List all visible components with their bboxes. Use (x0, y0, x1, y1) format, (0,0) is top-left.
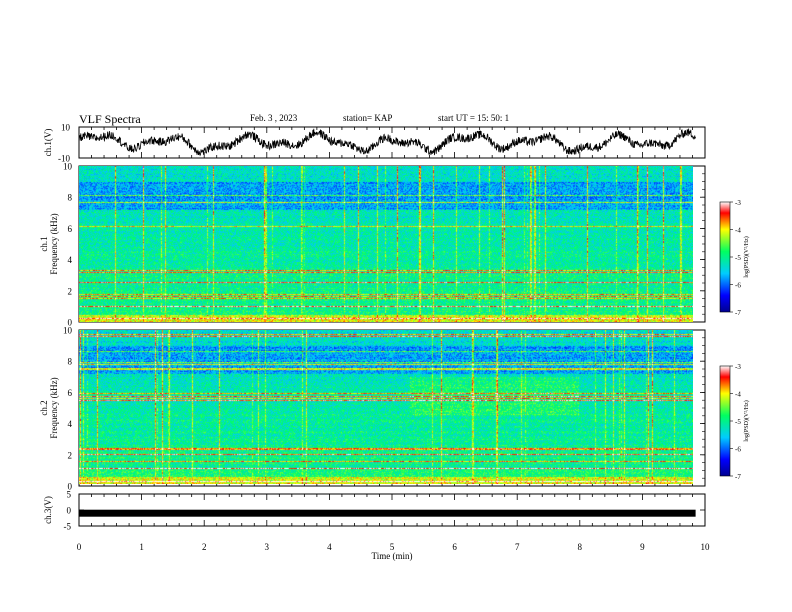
ch3-waveform-trace (79, 509, 696, 517)
x-tick-label: 1 (139, 542, 144, 552)
spec2-ytick: 0 (68, 482, 73, 492)
ch2-colorbar-tick: -6 (735, 446, 741, 454)
date-label: Feb. 3 , 2023 (250, 113, 298, 123)
ch2-spec-ylabel-top: ch.2 (39, 400, 49, 415)
ch3-ytick: -5 (64, 522, 72, 532)
ch2-colorbar-tick: -3 (735, 363, 741, 371)
ch1-colorbar-label: log(PSD)(V²/Hz) (743, 236, 750, 277)
ch1-colorbar-tick: -6 (735, 282, 741, 290)
spec2-ytick: 6 (68, 388, 73, 398)
ch2-colorbar-tick: -4 (735, 391, 741, 399)
spec1-ytick: 8 (68, 193, 73, 203)
ch2-spec-ylabel: Frequency (kHz) (49, 377, 59, 438)
ch2-colorbar-tick: -7 (735, 473, 741, 481)
ch1-ytick: -10 (58, 154, 70, 164)
start-ut-label: start UT = 15: 50: 1 (438, 113, 510, 123)
spec2-ytick: 10 (63, 326, 73, 336)
x-tick-label: 3 (265, 542, 270, 552)
chart-title: VLF Spectra (79, 112, 141, 126)
ch2-spectrogram (79, 330, 693, 484)
station-label: station= KAP (343, 113, 393, 123)
ch1-ylabel: ch.1(V) (43, 129, 53, 157)
spec2-ytick: 8 (68, 357, 73, 367)
ch1-spec-ylabel-top: ch.1 (39, 236, 49, 251)
ch1-colorbar-tick: -3 (735, 199, 741, 207)
ch1-colorbar-tick: -5 (735, 254, 741, 262)
spec1-ytick: 10 (63, 162, 73, 172)
ch3-ytick: 0 (67, 506, 72, 516)
x-tick-label: 6 (452, 542, 457, 552)
spec2-ytick: 4 (68, 419, 73, 429)
x-tick-label: 9 (640, 542, 645, 552)
ch1-colorbar-tick: -7 (735, 309, 741, 317)
x-tick-label: 4 (327, 542, 332, 552)
ch2-colorbar-tick: -5 (735, 418, 741, 426)
ch1-ytick: 10 (61, 123, 71, 133)
x-axis-label: Time (min) (372, 551, 413, 561)
x-tick-label: 2 (202, 542, 207, 552)
ch2-colorbar-label: log(PSD)(V²/Hz) (743, 400, 750, 441)
ch3-ytick: 5 (67, 490, 72, 500)
ch1-colorbar-tick: -4 (735, 227, 741, 235)
x-tick-label: 0 (77, 542, 82, 552)
spec1-ytick: 6 (68, 224, 73, 234)
spec2-ytick: 2 (68, 450, 73, 460)
ch1-colorbar (719, 201, 731, 313)
spec1-ytick: 4 (68, 255, 73, 265)
x-tick-label: 5 (390, 542, 395, 552)
x-tick-label: 7 (515, 542, 520, 552)
ch1-spec-ylabel: Frequency (kHz) (49, 213, 59, 274)
ch1-spectrogram (79, 166, 693, 322)
ch3-ylabel: ch.3(V) (43, 496, 53, 524)
spec1-ytick: 0 (68, 318, 73, 328)
x-tick-label: 10 (701, 542, 711, 552)
x-tick-label: 8 (578, 542, 583, 552)
spec1-ytick: 2 (68, 286, 73, 296)
ch1-waveform-trace (78, 128, 696, 157)
ch2-colorbar (719, 365, 731, 477)
